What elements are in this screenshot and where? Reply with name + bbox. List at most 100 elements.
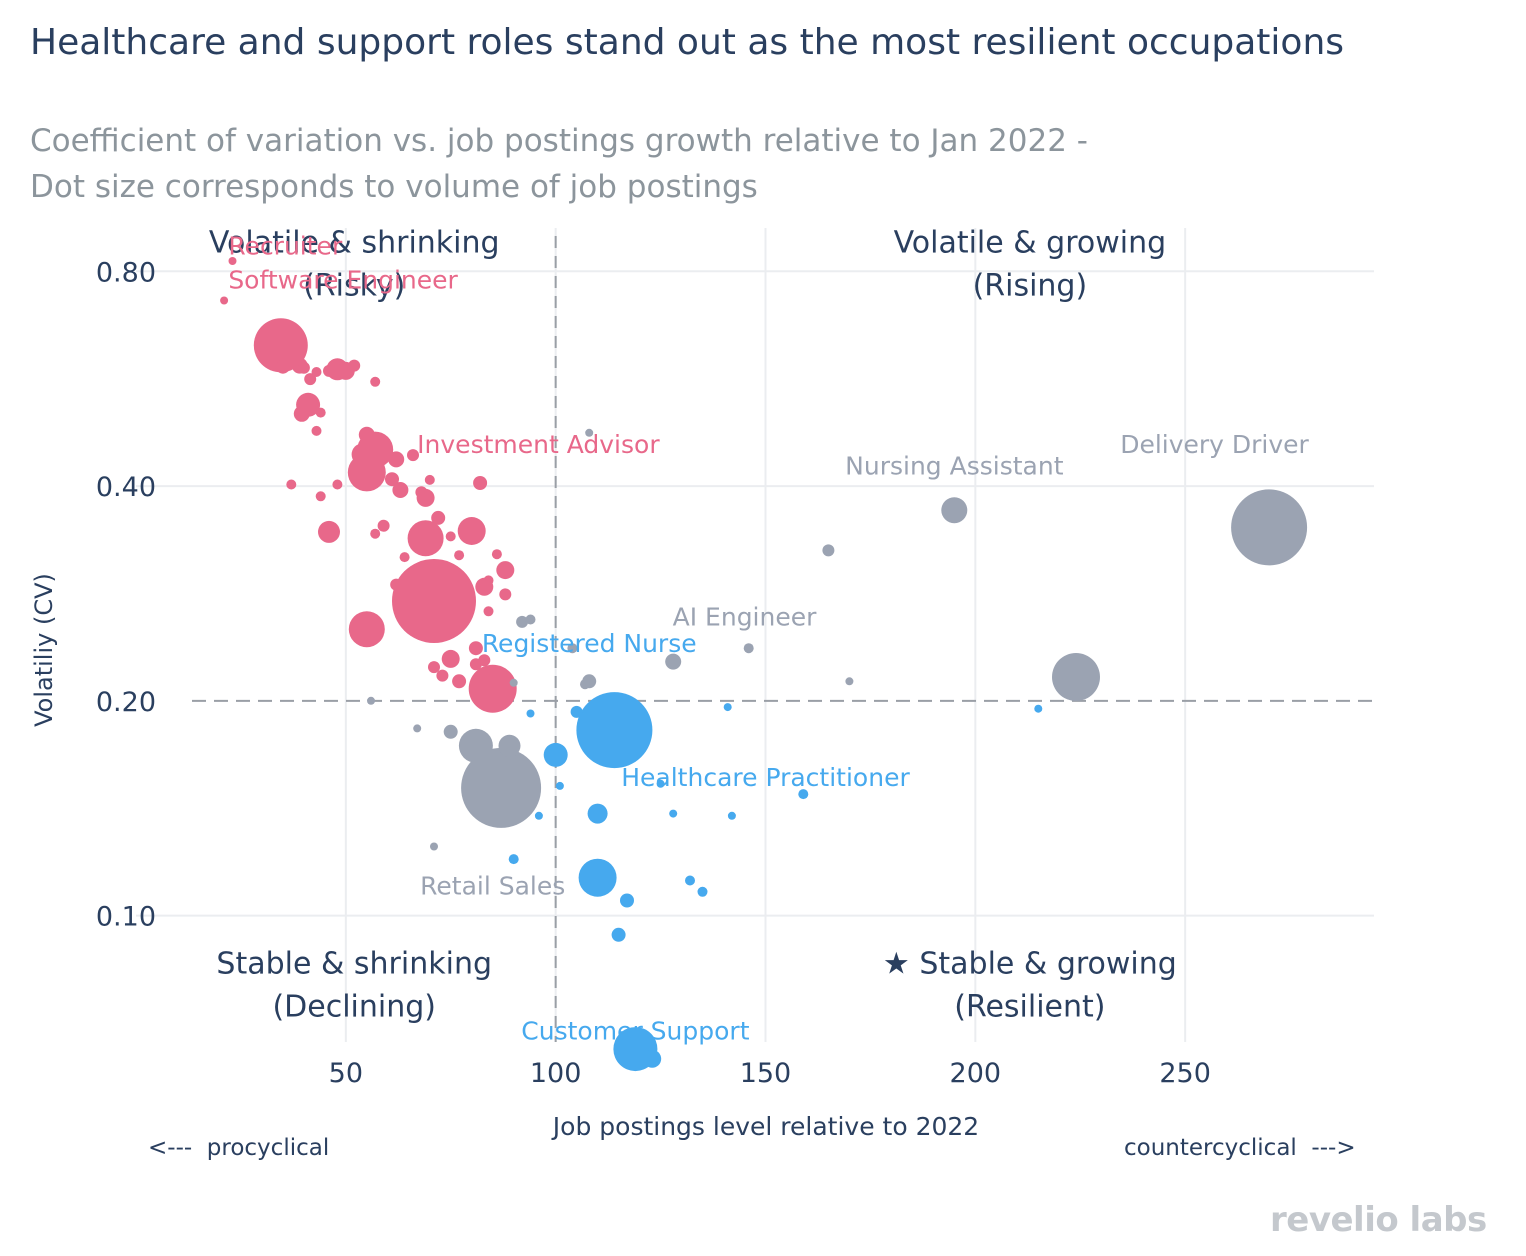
point-label: AI Engineer [673,603,817,632]
scatter-point [526,709,535,718]
scatter-point [516,615,529,628]
scatter-point [228,257,237,265]
scatter-point [525,614,536,625]
scatter-points [220,257,1308,1072]
scatter-point [452,674,467,689]
scatter-point [315,491,326,502]
point-label: Investment Advisor [417,430,660,459]
scatter-point [428,661,440,674]
scatter-point [253,318,308,373]
scatter-point [377,519,390,532]
point-label: Retail Sales [420,872,565,901]
scatter-point [656,779,665,788]
scatter-point [499,588,512,601]
scatter-point [315,407,326,418]
x-tick-label: 200 [950,1058,1002,1089]
scatter-point [491,549,502,560]
scatter-point [468,664,517,713]
point-label: Registered Nurse [482,629,697,658]
quadrant-sublabel-rising: (Rising) [973,269,1088,304]
procyclical-note: <--- procyclical [148,1135,330,1161]
scatter-point [443,724,458,739]
y-tick-label: 0.40 [96,472,156,503]
scatter-point [570,705,583,718]
point-label: Healthcare Practitioner [621,763,910,792]
y-tick-label: 0.80 [96,257,156,288]
scatter-point [370,376,381,387]
scatter-point [304,373,317,386]
scatter-point [407,520,444,557]
quadrant-label-rising: Volatile & growing [894,226,1167,261]
point-label: Customer Support [521,1017,749,1046]
chart-subtitle: Coefficient of variation vs. job posting… [30,123,1088,205]
scatter-point [498,734,521,757]
reference-lines [192,236,1374,1042]
scatter-point [392,559,476,643]
scatter-point [297,361,310,374]
scatter-point [318,520,340,543]
point-label: Recruiter [228,231,343,260]
scatter-point [390,578,403,591]
scatter-point [457,517,486,545]
scatter-point [743,643,754,654]
scatter-point [665,653,682,670]
scatter-point [580,679,590,690]
x-tick-label: 250 [1159,1058,1211,1089]
scatter-point [469,658,482,671]
scatter-point [508,854,519,865]
quadrant-label-declining: Stable & shrinking [216,946,492,981]
scatter-point [697,886,708,897]
scatter-point [555,781,564,790]
scatter-point [941,497,968,524]
scatter-point [468,641,483,656]
scatter-point [669,809,678,818]
scatter-point [385,472,399,487]
scatter-point [543,742,568,767]
point-label: Delivery Driver [1120,430,1309,459]
point-labels: Recruiter Software Engineer Investment Adv… [228,231,1309,1045]
axis-ticks: 50 100 150 200 250 0.10 0.20 0.40 0.80 [96,257,1211,1089]
quadrant-label-resilient: ★ Stable & growing [883,946,1177,981]
scatter-point [367,696,375,705]
scatter-point [348,611,385,648]
scatter-point [1034,704,1043,713]
scatter-point [727,811,736,820]
y-tick-label: 0.20 [96,687,156,718]
scatter-point [585,428,594,437]
scatter-point [415,486,428,499]
series-other [367,428,1308,851]
scatter-point [323,364,335,377]
scatter-point [620,893,634,908]
scatter-point [454,550,465,561]
scatter-point [611,927,626,942]
series-stable-growing [508,692,1043,1072]
scatter-point [399,552,410,563]
scatter-point [286,479,297,490]
scatter-point [1231,489,1308,566]
revelio-labs-logo: revelio labs [1270,1200,1487,1240]
x-axis-label: Job postings level relative to 2022 [552,1112,980,1141]
scatter-point [220,296,229,305]
x-tick-label: 100 [530,1058,582,1089]
scatter-point [445,531,456,542]
scatter-point [348,359,361,372]
scatter-point [431,510,446,525]
scatter-point [424,474,435,485]
scatter-point [483,606,494,617]
scatter-point [388,451,405,468]
scatter-point [458,728,493,763]
scatter-point [332,479,343,490]
scatter-point [311,367,322,377]
scatter-point [578,858,617,897]
countercyclical-note: countercyclical ---> [1124,1135,1356,1161]
scatter-point [496,561,515,580]
quadrant-labels: Volatile & shrinking (Risky) Volatile & gr… [209,226,1177,1025]
scatter-point [534,811,543,820]
scatter-point [685,875,695,886]
scatter-point [430,842,438,851]
point-label: Nursing Assistant [845,452,1064,481]
quadrant-sublabel-declining: (Declining) [272,989,436,1024]
quadrant-label-risky: Volatile & shrinking [209,226,500,261]
quadrant-sublabel-resilient: (Resilient) [954,989,1105,1024]
quadrant-sublabel-risky: (Risky) [303,269,405,304]
